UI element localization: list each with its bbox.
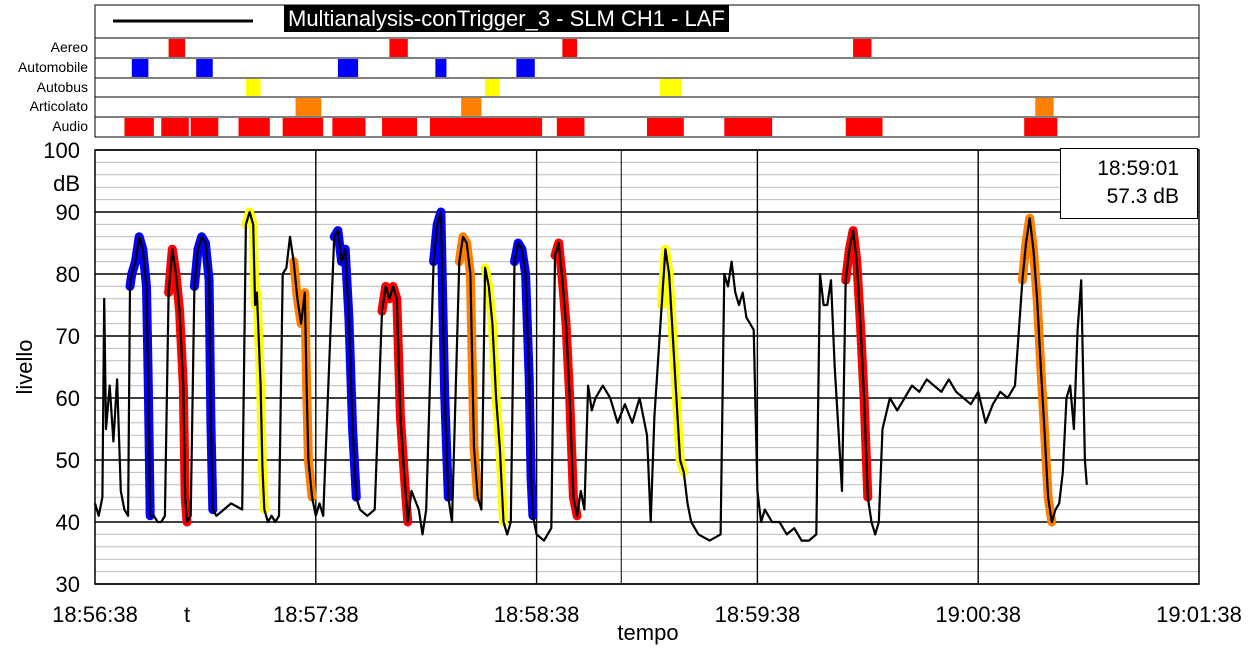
- track-event: [724, 118, 773, 136]
- track-event: [429, 118, 543, 136]
- y-tick-label: 40: [56, 510, 80, 535]
- x-tick-label: 19:01:38: [1156, 602, 1242, 627]
- cursor-time: 18:59:01: [1097, 157, 1179, 180]
- track-label: Audio: [52, 118, 88, 134]
- cursor-readout: 18:59:01 57.3 dB: [1060, 148, 1198, 219]
- x-tick-label: 19:00:38: [935, 602, 1021, 627]
- y-tick-label: 80: [56, 262, 80, 287]
- chart-title: Multianalysis-conTrigger_3 - SLM CH1 - L…: [284, 5, 729, 32]
- x-tick-label: t: [184, 602, 190, 627]
- series-layer: [93, 207, 1088, 542]
- series-line-laf: [93, 210, 1088, 542]
- track-event: [332, 118, 366, 136]
- track-event: [562, 39, 578, 57]
- track-event: [647, 118, 684, 136]
- track-event: [196, 59, 213, 77]
- x-tick-label: 18:56:38: [52, 602, 138, 627]
- track-event: [516, 59, 535, 77]
- plot-frame: [94, 149, 1200, 585]
- y-tick-label: 90: [56, 200, 80, 225]
- track-event: [659, 79, 682, 96]
- track-event: [337, 59, 359, 77]
- track-event: [1035, 98, 1054, 116]
- track-event: [556, 118, 585, 136]
- track-event: [245, 79, 261, 96]
- x-axis-label: tempo: [617, 620, 678, 645]
- track-event: [435, 59, 447, 77]
- track-event: [389, 39, 408, 57]
- track-event: [161, 118, 189, 136]
- y-tick-label: 30: [56, 572, 80, 597]
- track-label: Articolato: [30, 98, 89, 114]
- track-event: [282, 118, 324, 136]
- track-event: [845, 118, 883, 136]
- y-tick-label: 60: [56, 386, 80, 411]
- track-event: [190, 118, 219, 136]
- axis-layer: 30 40 50 60 70 80 90 100 dB 18:56:38 t 18:57:38 18:5…: [12, 138, 1242, 645]
- y-tick-label: 70: [56, 324, 80, 349]
- track-event: [295, 98, 322, 116]
- x-tick-label: 18:57:38: [273, 602, 359, 627]
- track-event: [131, 59, 149, 77]
- y-tick-label: 50: [56, 448, 80, 473]
- track-event: [382, 118, 417, 136]
- track-event: [485, 79, 500, 96]
- track-label: Aereo: [51, 39, 89, 55]
- track-event: [168, 39, 186, 57]
- track-event: [124, 118, 154, 136]
- y-unit-label: dB: [53, 171, 80, 196]
- cursor-level: 57.3 dB: [1106, 185, 1179, 208]
- track-event: [1024, 118, 1058, 136]
- x-tick-label: 18:59:38: [715, 602, 801, 627]
- track-event: [853, 39, 872, 57]
- y-tick-label: 100: [43, 138, 80, 163]
- track-event: [461, 98, 482, 116]
- x-tick-label: 18:58:38: [494, 602, 580, 627]
- track-label: Automobile: [18, 59, 88, 75]
- track-label: Autobus: [37, 79, 88, 95]
- y-axis-label: livello: [12, 339, 37, 394]
- track-event: [238, 118, 270, 136]
